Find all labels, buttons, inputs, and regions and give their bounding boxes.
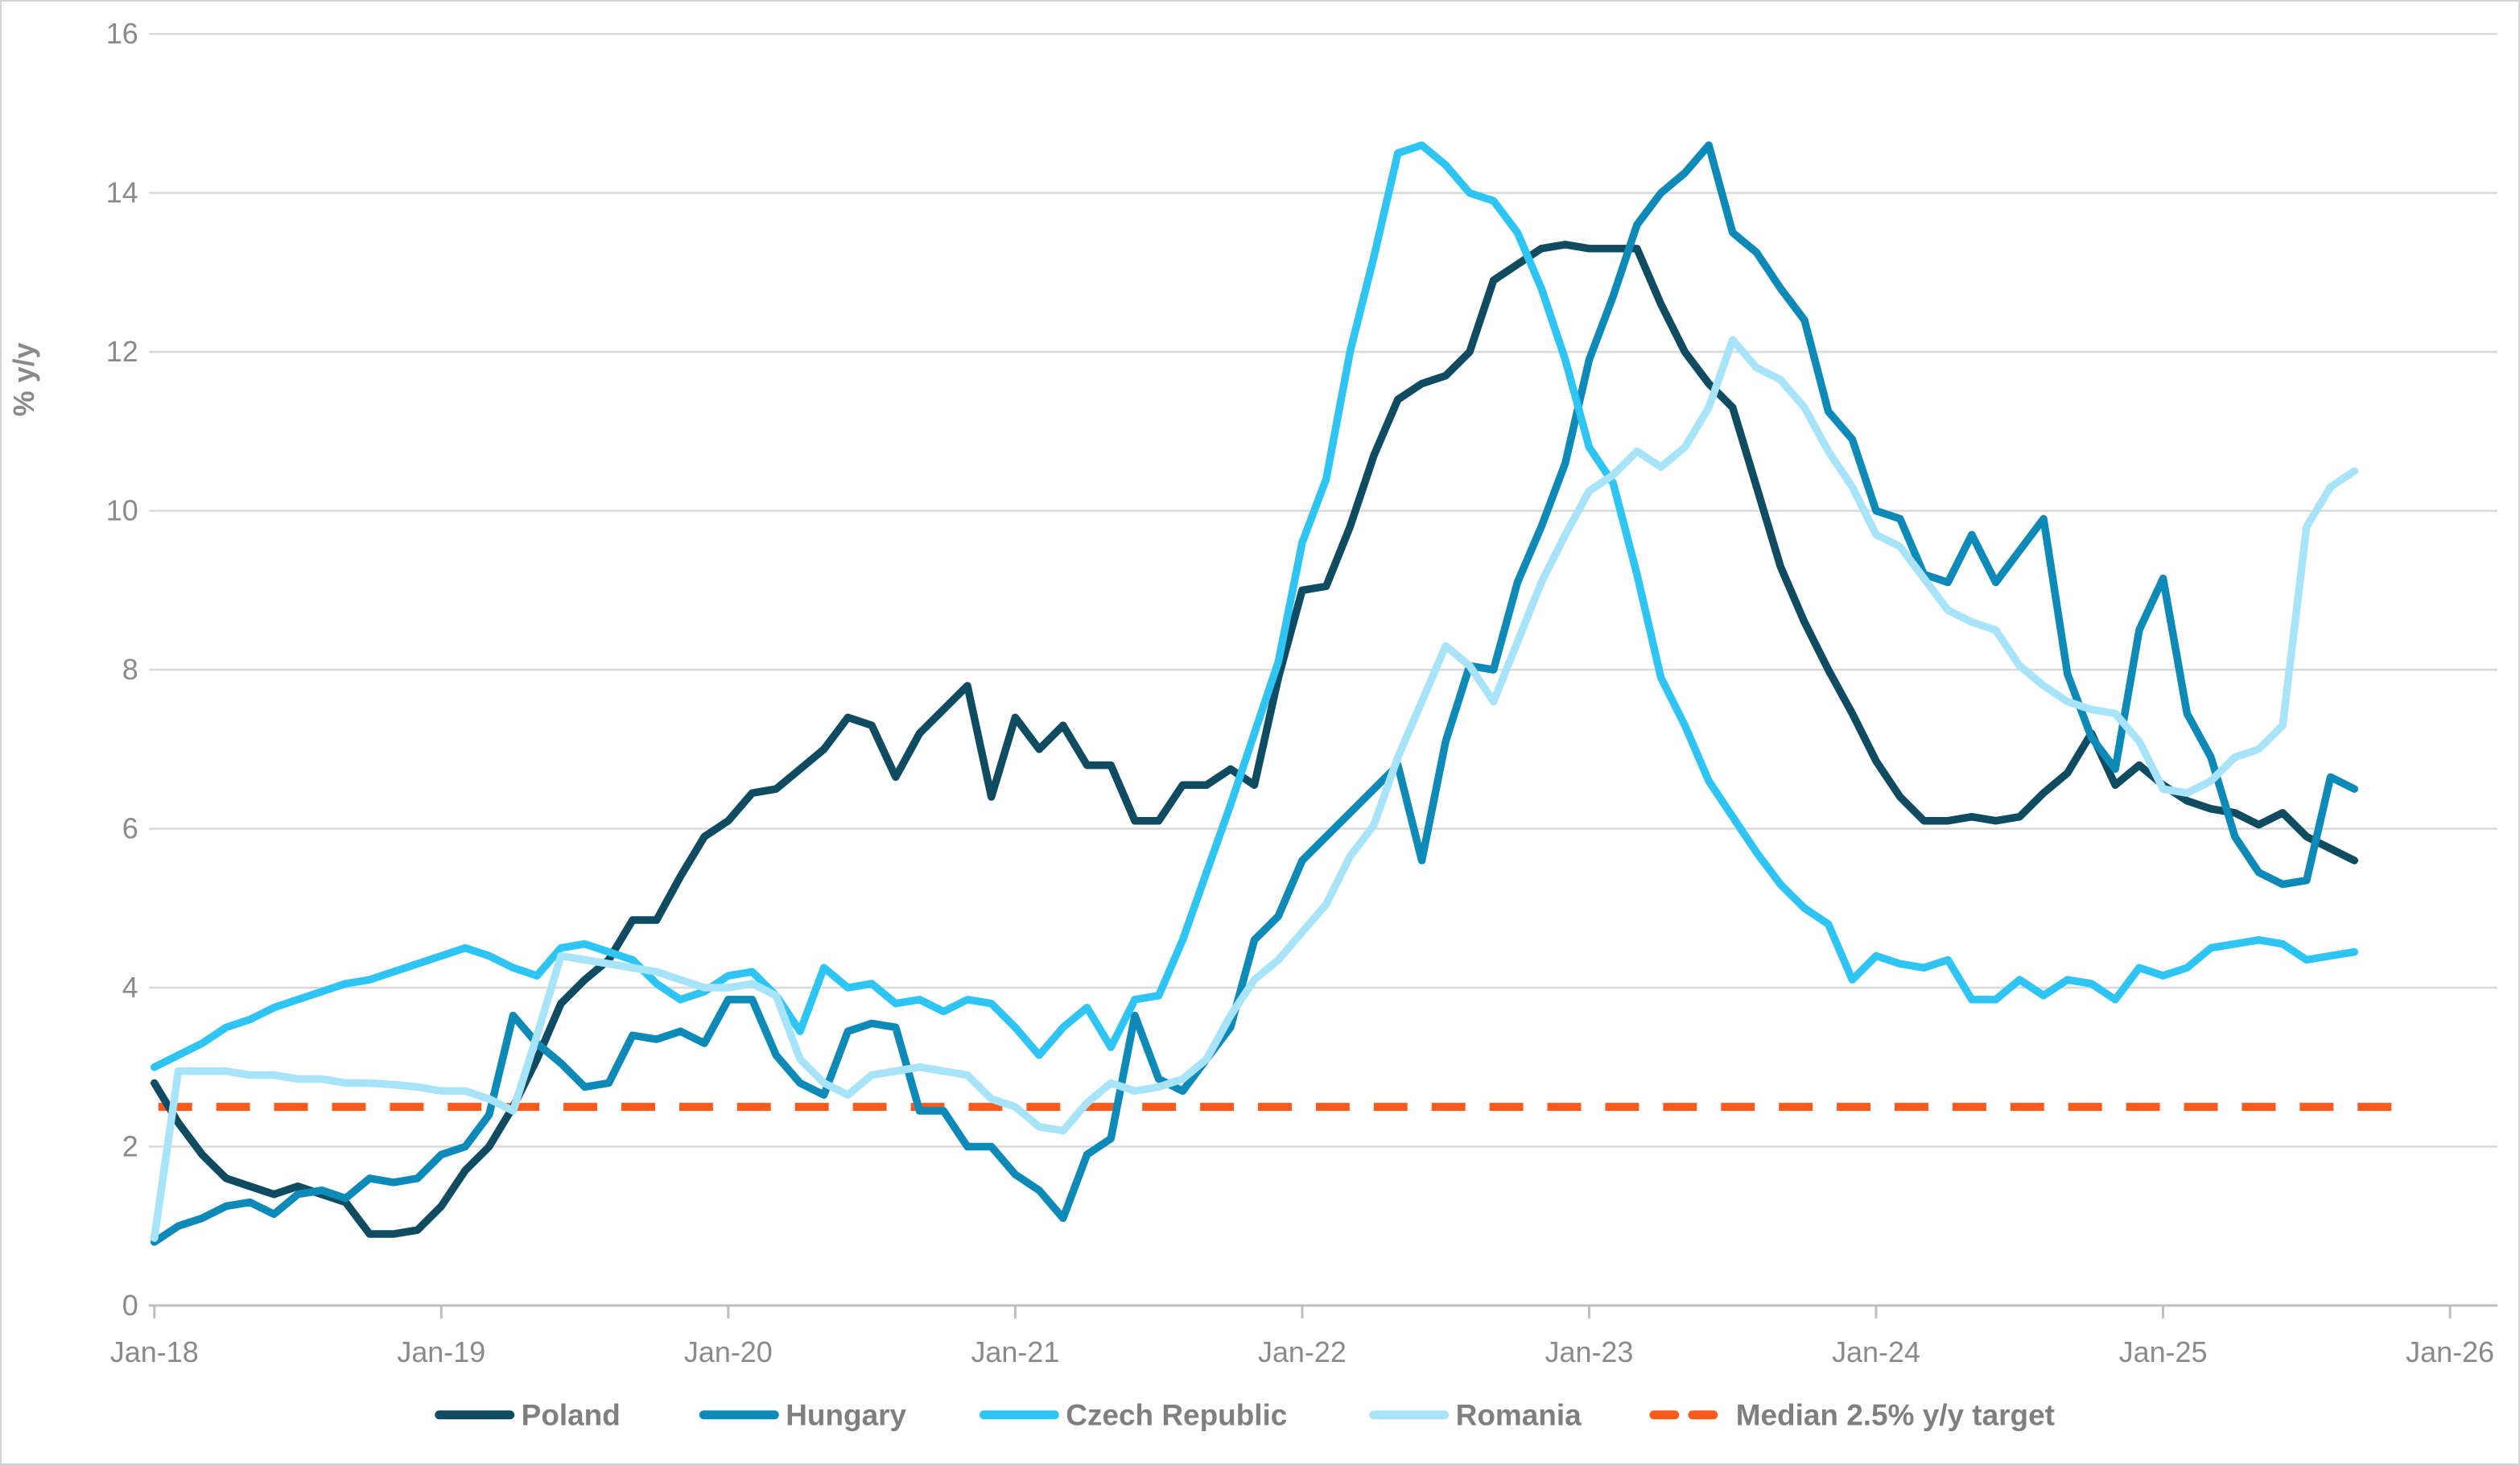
legend-label: Hungary — [786, 1399, 906, 1432]
legend-item-hungary: Hungary — [699, 1399, 907, 1432]
x-tick-label: Jan-18 — [110, 1335, 199, 1368]
y-tick-label: 0 — [122, 1289, 138, 1322]
y-axis-title: % y/y — [7, 342, 40, 416]
series-line-romania — [151, 336, 2359, 1242]
series-line-czech-republic — [151, 141, 2359, 1071]
x-tick-label: Jan-19 — [397, 1335, 485, 1368]
data-series — [151, 141, 2406, 1246]
series-line-hungary — [151, 141, 2359, 1246]
x-tick-label: Jan-26 — [2406, 1335, 2494, 1368]
y-tick-label: 8 — [122, 653, 138, 686]
legend-label: Czech Republic — [1066, 1399, 1287, 1432]
legend-item-poland: Poland — [435, 1399, 621, 1432]
legend-item-romania: Romania — [1369, 1399, 1582, 1432]
legend-label: Median 2.5% y/y target — [1736, 1399, 2055, 1432]
axes — [148, 1304, 2498, 1318]
y-tick-label: 2 — [122, 1129, 138, 1162]
legend-item-czech-republic: Czech Republic — [979, 1399, 1287, 1432]
y-tick-label: 12 — [106, 335, 138, 368]
legend-label: Romania — [1456, 1399, 1582, 1432]
x-tick-label: Jan-20 — [684, 1335, 773, 1368]
x-tick-label: Jan-25 — [2119, 1335, 2208, 1368]
y-tick-label: 16 — [106, 17, 138, 50]
axis-labels: 0 2 4 6 8 10 12 14 16 Jan-18 Jan-19 Jan-20 Jan-21 Jan… — [106, 17, 2494, 1368]
x-tick-label: Jan-21 — [971, 1335, 1059, 1368]
gridlines — [148, 32, 2498, 1148]
y-tick-label: 10 — [106, 494, 138, 527]
x-tick-label: Jan-24 — [1832, 1335, 1920, 1368]
x-tick-label: Jan-23 — [1545, 1335, 1634, 1368]
y-tick-label: 4 — [122, 971, 138, 1004]
chart-legend: Poland Hungary Czech Republic Romania Median… — [435, 1399, 2055, 1432]
y-tick-label: 14 — [106, 176, 138, 209]
x-tick-label: Jan-22 — [1258, 1335, 1347, 1368]
legend-item-median-2-5-y-y-target: Median 2.5% y/y target — [1649, 1399, 2055, 1432]
y-tick-label: 6 — [122, 812, 138, 845]
legend-label: Poland — [522, 1399, 621, 1432]
